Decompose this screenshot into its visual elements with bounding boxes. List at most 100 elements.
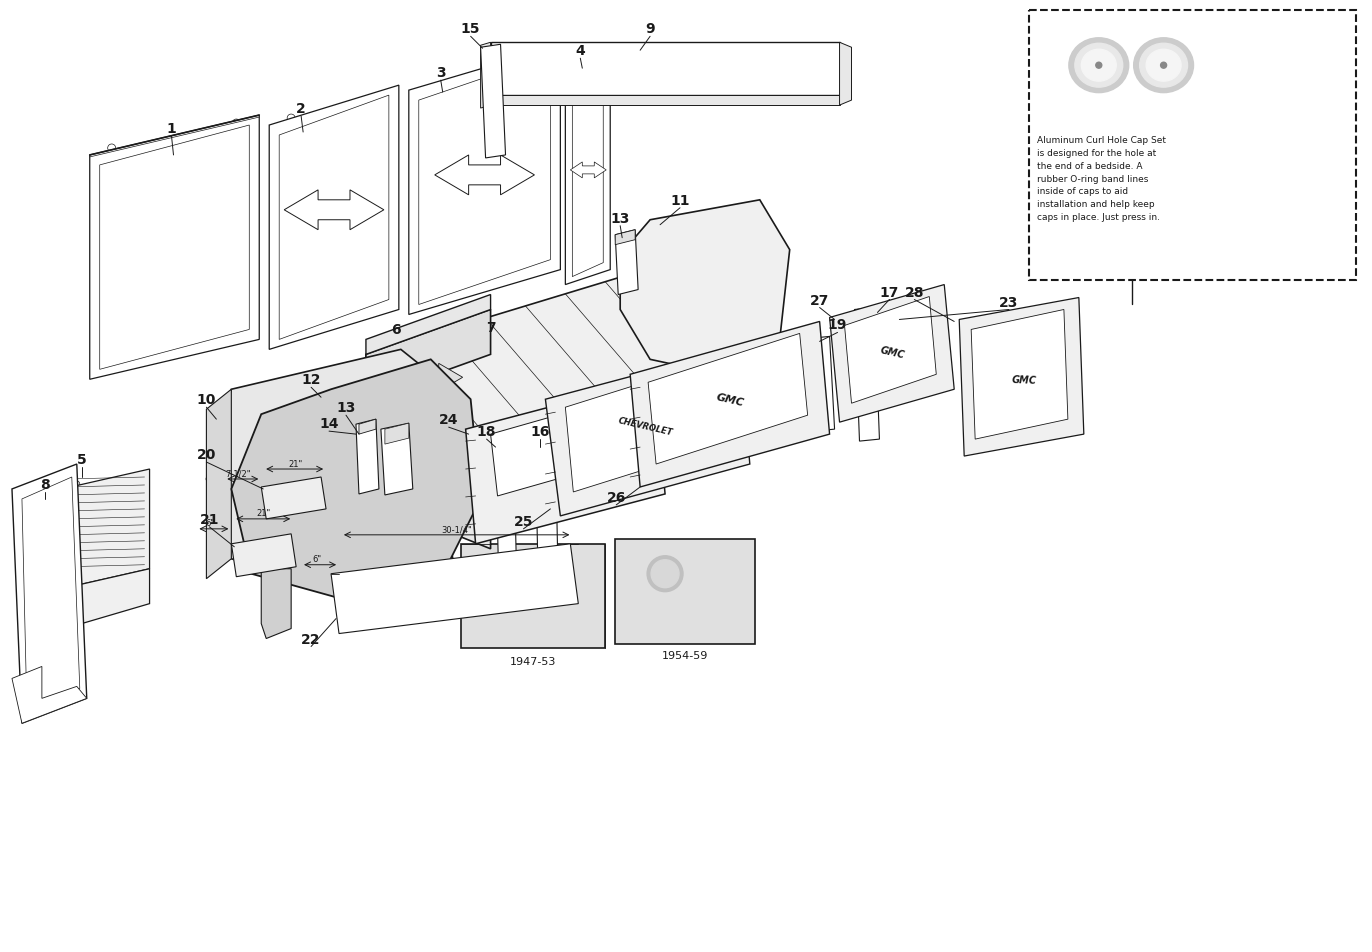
Text: 27: 27 xyxy=(809,293,829,307)
Polygon shape xyxy=(800,337,834,432)
Polygon shape xyxy=(435,156,535,195)
Polygon shape xyxy=(491,96,840,106)
Polygon shape xyxy=(366,295,491,355)
Polygon shape xyxy=(480,43,491,109)
Bar xyxy=(615,539,755,644)
Circle shape xyxy=(497,565,524,593)
Text: 13: 13 xyxy=(336,401,355,415)
Polygon shape xyxy=(62,469,150,589)
Polygon shape xyxy=(206,389,232,579)
Text: 9: 9 xyxy=(645,22,654,36)
Text: 14: 14 xyxy=(320,417,339,430)
Circle shape xyxy=(1096,63,1102,69)
Text: 3: 3 xyxy=(436,66,446,80)
Polygon shape xyxy=(465,380,665,545)
Polygon shape xyxy=(284,190,384,230)
Polygon shape xyxy=(232,360,480,599)
Ellipse shape xyxy=(1069,39,1129,93)
Polygon shape xyxy=(366,355,491,549)
Polygon shape xyxy=(535,446,558,592)
Polygon shape xyxy=(269,86,399,350)
Polygon shape xyxy=(565,47,611,286)
Text: 21: 21 xyxy=(200,512,220,526)
Polygon shape xyxy=(409,47,560,315)
Polygon shape xyxy=(366,310,491,400)
Polygon shape xyxy=(392,364,462,392)
Circle shape xyxy=(648,556,683,592)
Ellipse shape xyxy=(1133,39,1194,93)
Polygon shape xyxy=(12,465,86,724)
Polygon shape xyxy=(648,334,808,465)
Text: 19: 19 xyxy=(827,318,848,332)
Ellipse shape xyxy=(1074,44,1122,88)
Text: 17: 17 xyxy=(879,286,899,299)
Text: 15: 15 xyxy=(461,22,480,36)
Polygon shape xyxy=(331,545,579,634)
Text: 26: 26 xyxy=(606,490,626,505)
Polygon shape xyxy=(546,348,750,516)
Polygon shape xyxy=(491,398,627,496)
Circle shape xyxy=(1161,63,1166,69)
Text: 22: 22 xyxy=(302,632,321,645)
Text: GMC: GMC xyxy=(879,346,906,361)
Polygon shape xyxy=(615,230,635,246)
Text: 1947-53: 1947-53 xyxy=(510,657,557,666)
Polygon shape xyxy=(89,116,259,380)
Polygon shape xyxy=(381,424,413,495)
Polygon shape xyxy=(615,230,638,295)
Text: 6: 6 xyxy=(391,323,401,337)
Text: GMC: GMC xyxy=(1011,374,1037,386)
Text: 21": 21" xyxy=(257,509,270,518)
Text: 6": 6" xyxy=(206,519,215,527)
Polygon shape xyxy=(261,478,327,520)
Text: Aluminum Curl Hole Cap Set
is designed for the hole at
the end of a bedside. A
r: Aluminum Curl Hole Cap Set is designed f… xyxy=(1037,136,1166,222)
Circle shape xyxy=(493,561,528,597)
Polygon shape xyxy=(261,569,291,639)
Polygon shape xyxy=(959,298,1084,457)
Polygon shape xyxy=(620,201,790,375)
Polygon shape xyxy=(565,360,726,492)
Polygon shape xyxy=(830,286,954,423)
Text: 21": 21" xyxy=(288,459,302,468)
Text: 6": 6" xyxy=(313,555,321,564)
Polygon shape xyxy=(355,420,379,494)
Bar xyxy=(461,545,605,649)
Text: 11: 11 xyxy=(671,193,690,208)
Polygon shape xyxy=(359,420,376,435)
Text: 30-1/4": 30-1/4" xyxy=(442,525,472,534)
Polygon shape xyxy=(645,255,770,415)
Polygon shape xyxy=(888,300,911,384)
FancyBboxPatch shape xyxy=(1029,11,1356,280)
Text: 1: 1 xyxy=(166,122,177,136)
Circle shape xyxy=(652,560,679,588)
Text: 23: 23 xyxy=(999,295,1019,309)
Text: 18: 18 xyxy=(477,425,497,439)
Polygon shape xyxy=(12,666,86,724)
Text: 13: 13 xyxy=(611,211,630,226)
Text: 4: 4 xyxy=(575,44,586,58)
Ellipse shape xyxy=(1140,44,1188,88)
Text: GMC: GMC xyxy=(715,392,745,407)
Text: 20: 20 xyxy=(196,447,215,462)
Polygon shape xyxy=(491,43,840,96)
Text: CHEVROLET: CHEVROLET xyxy=(617,416,674,437)
Polygon shape xyxy=(971,310,1067,440)
Ellipse shape xyxy=(1081,50,1117,82)
Polygon shape xyxy=(62,569,150,624)
Polygon shape xyxy=(206,350,461,589)
Polygon shape xyxy=(366,270,770,500)
Text: 25: 25 xyxy=(513,514,534,528)
Polygon shape xyxy=(630,322,830,487)
Text: 24: 24 xyxy=(439,413,458,426)
Text: 1954-59: 1954-59 xyxy=(661,651,708,661)
Polygon shape xyxy=(480,45,505,159)
Polygon shape xyxy=(571,163,606,179)
Polygon shape xyxy=(855,308,879,442)
Text: 12: 12 xyxy=(302,373,321,387)
Text: 10: 10 xyxy=(196,393,215,407)
Text: 28: 28 xyxy=(904,286,925,299)
Polygon shape xyxy=(232,534,296,577)
Text: 7: 7 xyxy=(486,321,495,335)
Text: 2: 2 xyxy=(296,102,306,116)
Ellipse shape xyxy=(1146,50,1181,82)
